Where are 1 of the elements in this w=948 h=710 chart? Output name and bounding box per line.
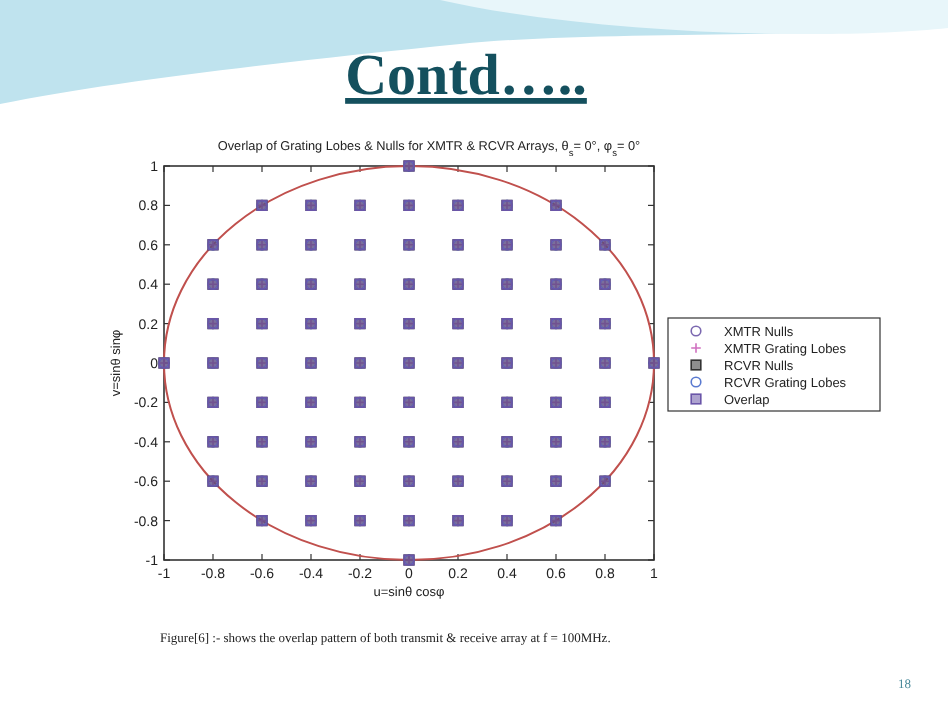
text: Contd….. [345,44,587,108]
